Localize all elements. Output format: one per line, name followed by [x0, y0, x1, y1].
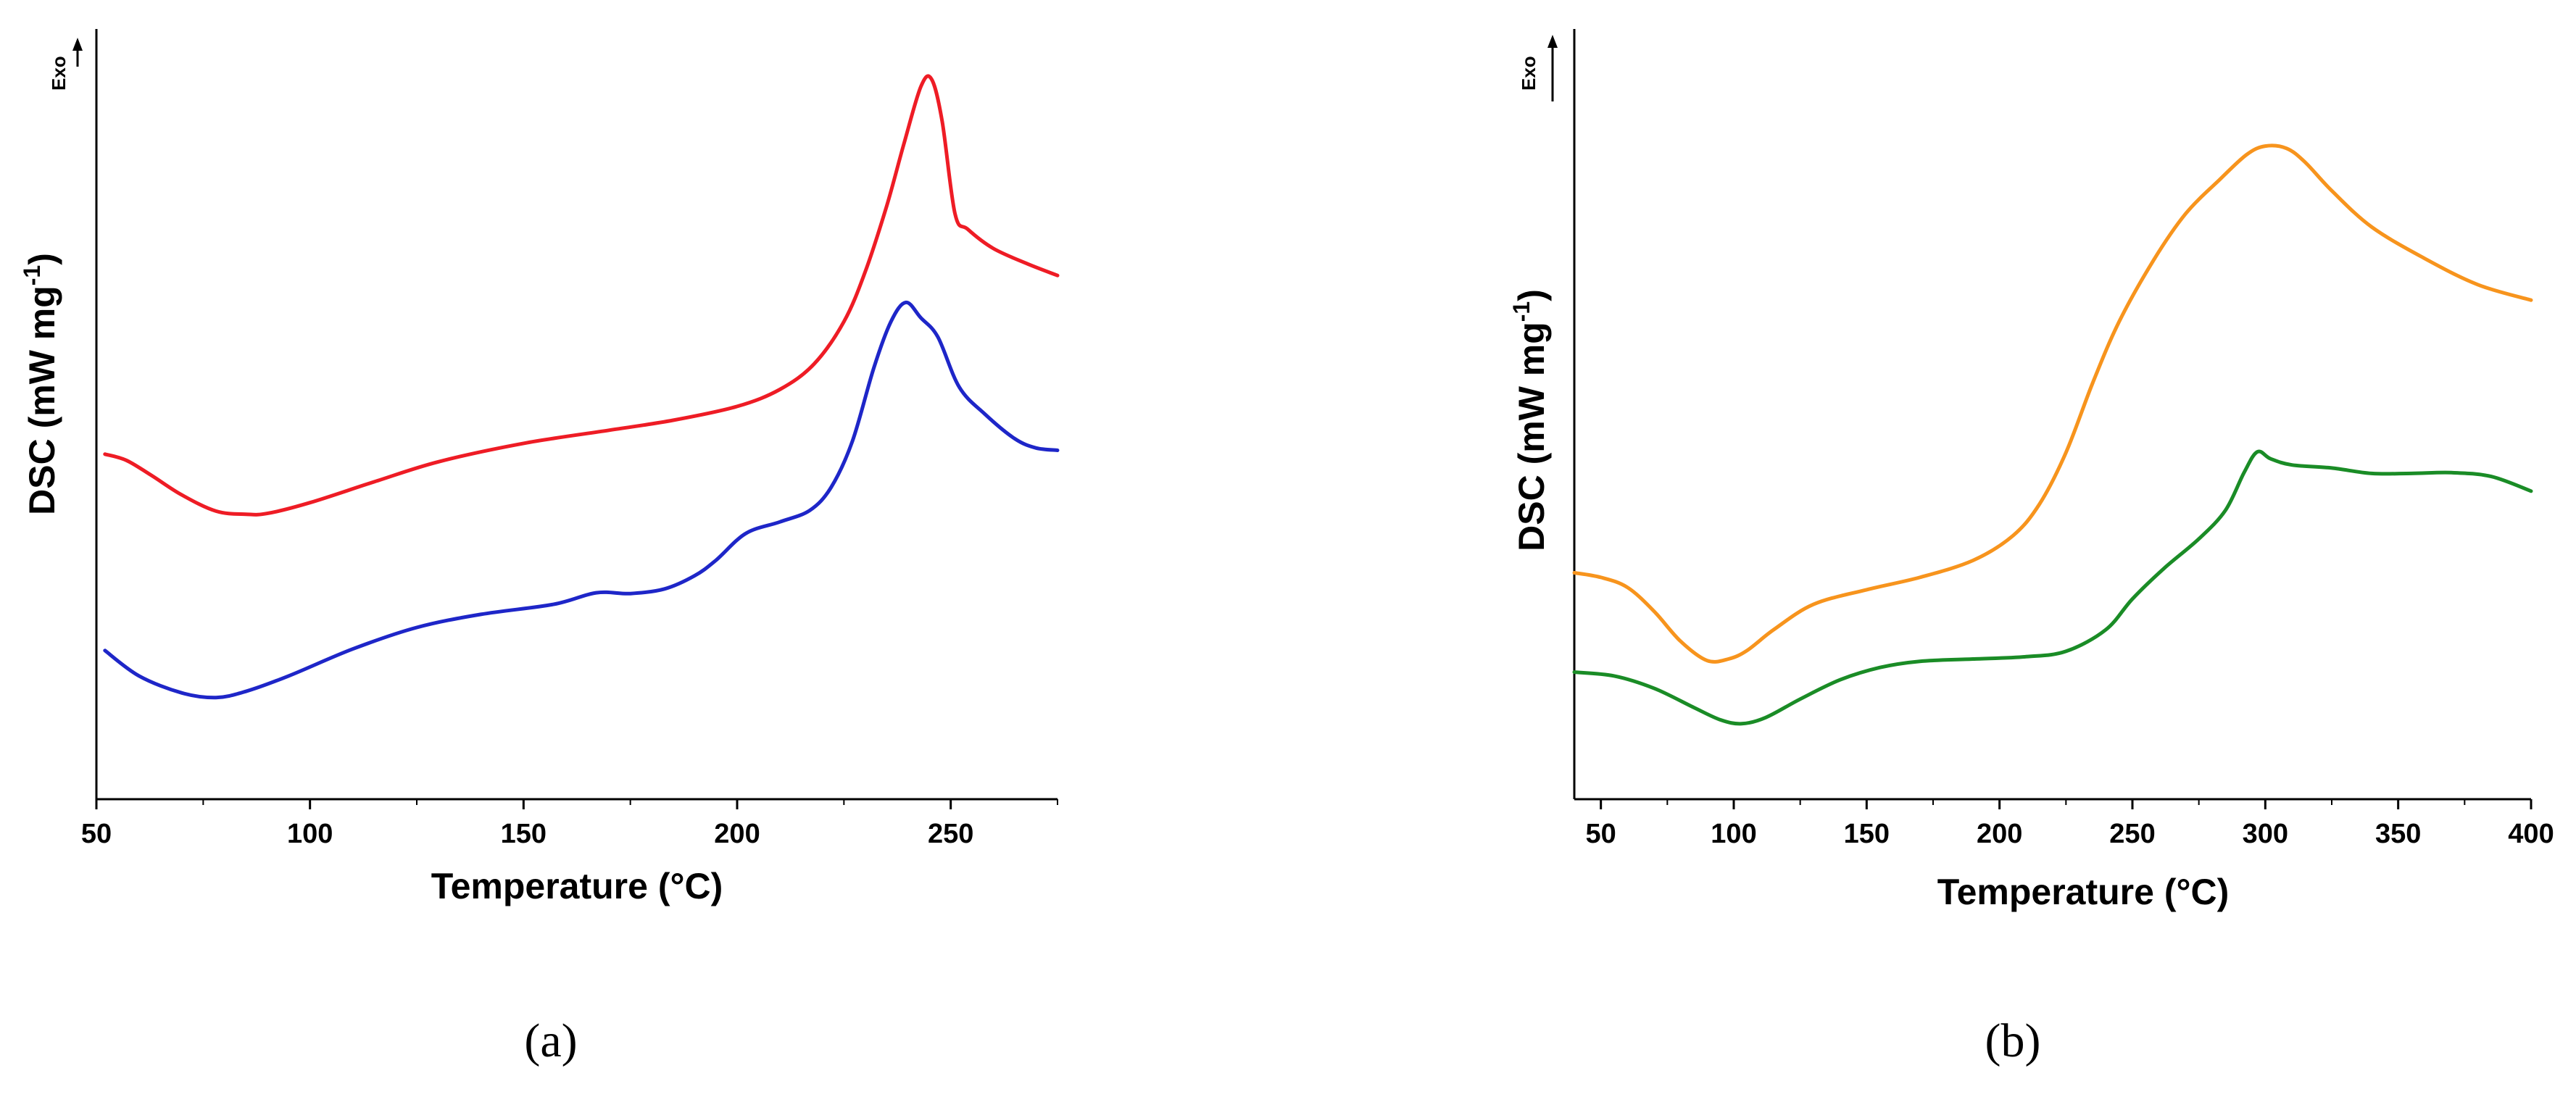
panel-b-y-axis-title: DSC (mW mg-1): [1508, 289, 1552, 551]
panel-a-curves: [103, 74, 1060, 700]
panel-b-exo-arrow-head-icon: [1547, 35, 1558, 48]
panel-a-x-tick-label-200: 200: [714, 819, 760, 849]
panel-a-y-axis-title: DSC (mW mg-1): [19, 253, 62, 515]
panel-b-x-tick-label-50: 50: [1586, 819, 1616, 849]
panel-b-exo-label: Exo: [1518, 56, 1540, 91]
panel-b-x-tick-label-100: 100: [1711, 819, 1756, 849]
panel-a: Exo DSC (mW mg-1) Temperature (°C) 50 100…: [19, 29, 1060, 1067]
panel-a-exo-marker: Exo: [48, 38, 83, 91]
panel-b-x-tick-label-150: 150: [1844, 819, 1890, 849]
panel-b-exo-marker: Exo: [1518, 35, 1558, 101]
panel-b-curves: [1572, 143, 2533, 726]
panel-a-x-tick-label-250: 250: [928, 819, 973, 849]
panel-a-label: (a): [524, 1014, 577, 1067]
panel-b-x-tick-label-250: 250: [2109, 819, 2155, 849]
panel-a-x-tick-label-150: 150: [501, 819, 547, 849]
panel-b-x-axis-title: Temperature (°C): [1937, 872, 2229, 912]
panel-b-green-curve: [1572, 449, 2533, 726]
panel-b-label: (b): [1985, 1014, 2041, 1067]
panel-b-x-tick-label-400: 400: [2508, 819, 2554, 849]
panel-b-x-tick-label-350: 350: [2375, 819, 2421, 849]
panel-a-x-axis-title: Temperature (°C): [431, 866, 723, 906]
panel-a-x-tick-label-100: 100: [287, 819, 333, 849]
panel-b-x-tick-label-200: 200: [1977, 819, 2022, 849]
panel-a-exo-arrow-head-icon: [72, 38, 83, 51]
panel-b-orange-curve: [1572, 143, 2533, 664]
panel-a-red-curve: [103, 74, 1060, 517]
panel-a-x-ticks: 50 100 150 200 250: [81, 799, 1058, 849]
panel-b-x-tick-label-300: 300: [2243, 819, 2288, 849]
panel-a-blue-curve: [103, 300, 1060, 700]
panel-a-x-tick-label-50: 50: [81, 819, 112, 849]
panel-b-x-ticks: 50 100 150 200 250 300 350 400: [1586, 799, 2554, 849]
panel-b: Exo DSC (mW mg-1) Temperature (°C) 50 100…: [1508, 29, 2554, 1067]
panel-a-exo-label: Exo: [48, 56, 70, 91]
